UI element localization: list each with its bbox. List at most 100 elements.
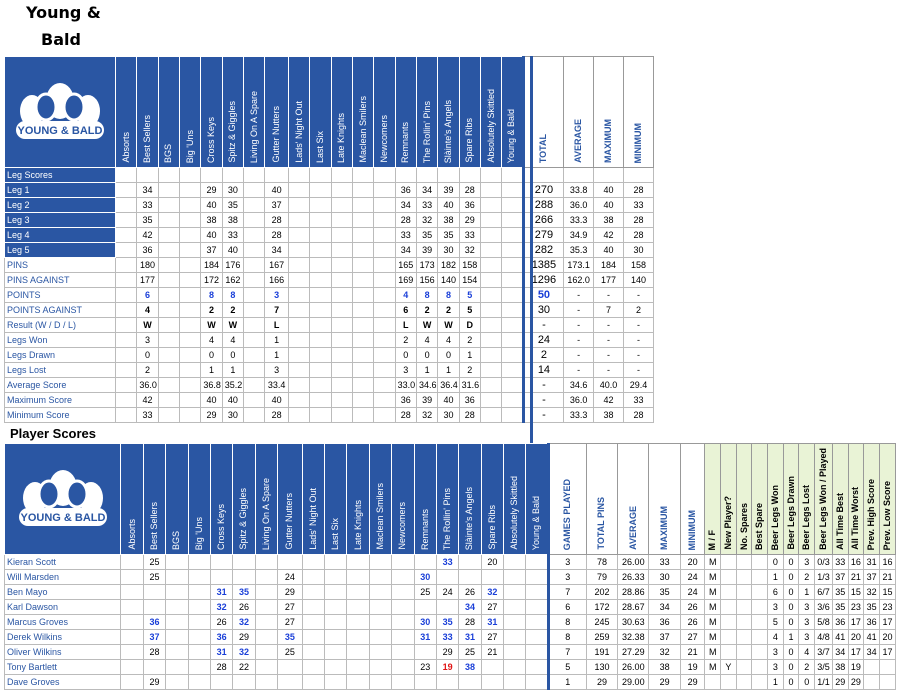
summary-5-label: Legs Won bbox=[4, 332, 116, 348]
player-score-cell bbox=[209, 674, 234, 690]
summary-6-cell: 0 bbox=[415, 347, 439, 363]
summary-8-stat-cell: 34.6 bbox=[563, 377, 595, 393]
summary-7-stat-cell: - bbox=[563, 362, 595, 378]
summary-10-cell: 32 bbox=[415, 407, 439, 423]
player-extra-cell: 1 bbox=[767, 674, 784, 690]
summary-3-cell bbox=[287, 302, 311, 318]
player-team-header-5-label: Spitz & Giggles bbox=[238, 488, 249, 550]
team-header-11-label: Maclean Smilers bbox=[357, 96, 368, 163]
blank-cell bbox=[179, 167, 202, 183]
leg-2-cell: 40 bbox=[437, 197, 460, 213]
leg-4-cell bbox=[243, 227, 266, 243]
summary-9-cell bbox=[479, 392, 503, 408]
team-header-13: Remnants bbox=[394, 56, 417, 168]
summary-6-cell: 0 bbox=[200, 347, 223, 363]
summary-7-cell: 1 bbox=[415, 362, 439, 378]
leg-5-cell bbox=[501, 242, 525, 258]
leg-3-cell: 32 bbox=[415, 212, 439, 228]
summary-8-cell bbox=[351, 377, 375, 393]
player-score-cell bbox=[254, 584, 279, 600]
leg-4-stat-cell: 34.9 bbox=[563, 227, 595, 243]
leg-3-cell bbox=[330, 212, 353, 228]
player-name: Dave Groves bbox=[3, 674, 122, 690]
leg-4-cell: 33 bbox=[458, 227, 481, 243]
player-score-cell bbox=[120, 674, 144, 690]
player-stat-cell: 3 bbox=[547, 554, 587, 570]
player-score-cell bbox=[324, 569, 348, 585]
summary-6-cell: 1 bbox=[264, 347, 289, 363]
summary-2-cell bbox=[179, 287, 202, 303]
player-team-header-16: Spare Ribs bbox=[480, 443, 505, 555]
leg-5-cell bbox=[351, 242, 375, 258]
team-header-0: Absorts bbox=[114, 56, 138, 168]
summary-7-cell bbox=[157, 362, 181, 378]
summary-10-cell bbox=[373, 407, 396, 423]
leg-1-cell bbox=[309, 182, 332, 198]
player-extra-cell: M bbox=[704, 644, 722, 660]
summary-8-cell bbox=[373, 377, 396, 393]
player-extra-header-7: Beer Legs Won / Played bbox=[814, 443, 833, 555]
leg-1-cell bbox=[287, 182, 311, 198]
player-extra-cell: 0 bbox=[798, 674, 816, 690]
team-header-11: Maclean Smilers bbox=[351, 56, 375, 168]
leg-5-cell: 30 bbox=[437, 242, 460, 258]
player-score-cell bbox=[142, 659, 167, 675]
leg-2-cell bbox=[243, 197, 266, 213]
young-and-bald-logo-icon: YOUNG & BALD bbox=[6, 81, 115, 143]
leg-1-cell: 34 bbox=[415, 182, 439, 198]
player-extra-cell: 5/8 bbox=[814, 614, 833, 630]
player-score-cell bbox=[301, 614, 326, 630]
summary-7-stat-cell: - bbox=[622, 362, 655, 378]
leg-3-cell: 38 bbox=[200, 212, 223, 228]
team-header-6-label: Living On A Spare bbox=[248, 90, 259, 163]
player-score-cell: 25 bbox=[413, 584, 437, 600]
summary-4-cell bbox=[501, 317, 525, 333]
team-header-0-label: Absorts bbox=[120, 132, 131, 163]
player-extra-cell: 0 bbox=[782, 644, 800, 660]
player-extra-cell: 17 bbox=[847, 644, 865, 660]
player-score-cell bbox=[324, 554, 348, 570]
player-score-cell bbox=[346, 569, 370, 585]
leg-3-cell bbox=[179, 212, 202, 228]
player-score-cell bbox=[346, 674, 370, 690]
leg-5-cell: 34 bbox=[394, 242, 417, 258]
leg-5-cell bbox=[479, 242, 503, 258]
team-header-13-label: Remnants bbox=[400, 121, 411, 163]
summary-1-cell: 177 bbox=[136, 272, 159, 288]
player-extra-cell: M bbox=[704, 614, 722, 630]
section-divider bbox=[530, 56, 533, 456]
team-header-6: Living On A Spare bbox=[243, 56, 266, 168]
leg-2-cell bbox=[309, 197, 332, 213]
leg-4-cell: 33 bbox=[221, 227, 245, 243]
player-team-header-11-label: Maclean Smilers bbox=[374, 483, 385, 550]
summary-7-cell: 1 bbox=[221, 362, 245, 378]
player-extra-cell bbox=[720, 599, 737, 615]
summary-0-cell: 176 bbox=[221, 257, 245, 273]
summary-9-cell: 36 bbox=[394, 392, 417, 408]
summary-6-stat-cell: - bbox=[593, 347, 624, 363]
summary-1-stat-cell: 162.0 bbox=[563, 272, 595, 288]
player-extra-cell: 0/3 bbox=[814, 554, 833, 570]
leg-1-cell bbox=[351, 182, 375, 198]
blank-cell bbox=[458, 167, 481, 183]
player-score-cell bbox=[187, 629, 211, 645]
player-extra-cell: 3 bbox=[767, 644, 784, 660]
logo-text: YOUNG & BALD bbox=[20, 512, 105, 524]
summary-1-cell bbox=[351, 272, 375, 288]
leg-2-cell bbox=[114, 197, 138, 213]
player-score-cell bbox=[120, 569, 144, 585]
summary-4-cell bbox=[351, 317, 375, 333]
summary-6-cell: 0 bbox=[221, 347, 245, 363]
player-stat-cell: 38 bbox=[648, 659, 681, 675]
player-score-cell: 25 bbox=[142, 569, 167, 585]
player-score-cell bbox=[165, 614, 189, 630]
team-header-8: Lads' Night Out bbox=[287, 56, 311, 168]
leg-1-cell: 36 bbox=[394, 182, 417, 198]
player-stat-cell: 1 bbox=[547, 674, 587, 690]
player-score-cell: 35 bbox=[435, 614, 460, 630]
leg-3-cell bbox=[501, 212, 525, 228]
player-extra-header-6-label: Beer Legs Lost bbox=[801, 484, 812, 550]
player-extra-cell: 31 bbox=[863, 554, 880, 570]
summary-9-cell: 40 bbox=[264, 392, 289, 408]
player-score-cell bbox=[435, 674, 460, 690]
